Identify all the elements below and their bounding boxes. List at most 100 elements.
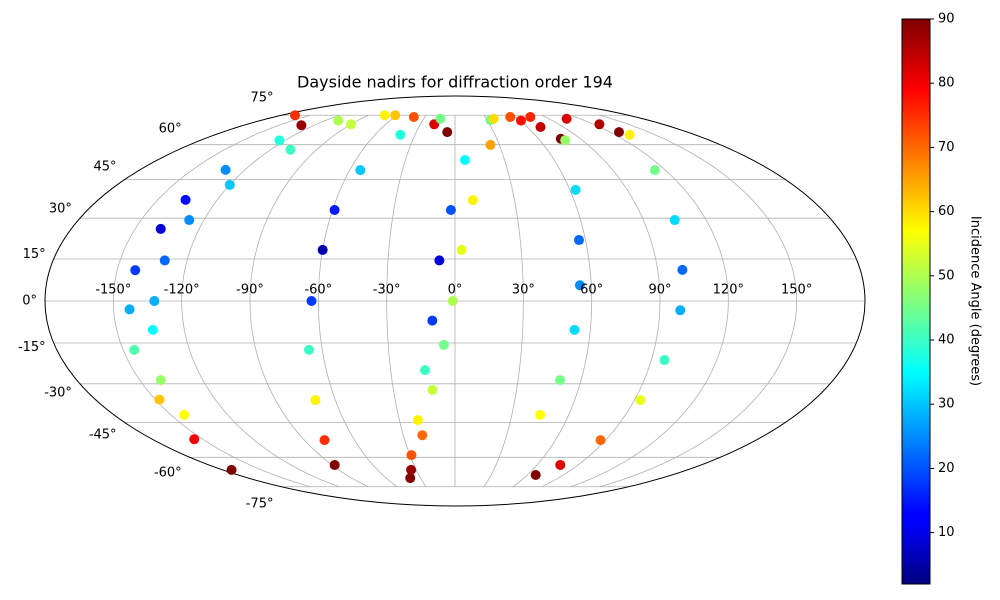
lon-tick-label: -60° — [304, 283, 332, 298]
point — [555, 375, 566, 386]
lat-tick-label: -15° — [18, 340, 46, 355]
point — [635, 395, 646, 406]
point — [346, 119, 357, 130]
point — [412, 415, 423, 426]
point — [129, 344, 140, 355]
point — [154, 394, 165, 405]
point — [417, 430, 428, 441]
point — [319, 435, 330, 446]
lon-tick-label: 30° — [512, 283, 535, 298]
point — [147, 324, 158, 335]
point — [434, 255, 445, 266]
colorbar-tick-label: 60 — [938, 204, 955, 219]
point — [390, 110, 401, 121]
colorbar-ticks: 10 20 30 40 50 60 70 80 90 — [930, 12, 955, 540]
colorbar — [901, 18, 931, 585]
point — [379, 110, 390, 121]
point — [355, 165, 366, 176]
point — [535, 121, 546, 132]
point — [561, 113, 572, 124]
point — [669, 215, 680, 226]
point — [677, 264, 688, 275]
point — [675, 305, 686, 316]
map-frame — [44, 95, 866, 507]
lon-tick-label: 150° — [781, 283, 812, 298]
point — [184, 215, 195, 226]
chart-title: Dayside nadirs for diffraction order 194 — [297, 73, 613, 92]
colorbar-tick-label: 10 — [938, 525, 955, 540]
point — [570, 184, 581, 195]
lon-tick-label: 60° — [580, 283, 603, 298]
point — [445, 204, 456, 215]
point — [405, 473, 416, 484]
point — [435, 113, 446, 124]
point — [574, 280, 585, 291]
point — [333, 115, 344, 126]
colorbar-tick-label: 70 — [938, 140, 955, 155]
point — [329, 459, 340, 470]
point — [226, 464, 237, 475]
point — [659, 355, 670, 366]
lon-tick-label: -150° — [95, 283, 131, 298]
point — [395, 129, 406, 140]
point — [419, 365, 430, 376]
colorbar-tick-label: 50 — [938, 268, 955, 283]
point — [285, 144, 296, 155]
tick-labels: -150° -120° -90° -60° -30° 0° 30° 60° 90° 120° 150… — [18, 90, 812, 511]
lon-tick-label: 90° — [648, 283, 671, 298]
lat-tick-label: 30° — [49, 202, 72, 217]
colorbar-tick-label: 30 — [938, 397, 955, 412]
lat-tick-label: 0° — [22, 294, 37, 309]
point — [535, 409, 546, 420]
lon-tick-label: -30° — [373, 283, 401, 298]
colorbar-tick-label: 20 — [938, 461, 955, 476]
point — [614, 127, 625, 138]
point — [408, 111, 419, 122]
lat-tick-label: -45° — [89, 428, 117, 443]
point — [467, 195, 478, 206]
colorbar-label: Incidence Angle (degrees) — [968, 216, 983, 386]
point — [317, 244, 328, 255]
point — [569, 324, 580, 335]
point — [594, 119, 605, 130]
point — [555, 459, 566, 470]
lon-tick-label: 0° — [448, 283, 463, 298]
point — [488, 113, 499, 124]
point — [274, 135, 285, 146]
point — [329, 204, 340, 215]
point — [459, 154, 470, 165]
point — [124, 304, 135, 315]
point — [224, 179, 235, 190]
point — [306, 296, 317, 306]
point — [406, 464, 417, 475]
lat-tick-label: 75° — [250, 90, 273, 105]
point — [189, 434, 200, 445]
lat-tick-label: 45° — [94, 159, 117, 174]
point — [595, 435, 606, 446]
colorbar-tick-label: 80 — [938, 76, 955, 91]
colorbar-tick-label: 90 — [938, 12, 955, 27]
point — [427, 315, 438, 326]
point — [406, 450, 417, 461]
point — [220, 164, 231, 175]
point — [149, 296, 160, 306]
lon-tick-label: -120° — [164, 283, 200, 298]
point — [456, 244, 467, 255]
point — [505, 111, 516, 122]
point — [159, 255, 170, 266]
point — [310, 395, 321, 406]
colorbar-tick-label: 40 — [938, 333, 955, 348]
point — [624, 129, 635, 140]
point — [515, 115, 526, 126]
point — [427, 384, 438, 395]
lon-tick-label: 120° — [713, 283, 744, 298]
point — [573, 235, 584, 246]
point — [485, 139, 496, 150]
point — [289, 110, 300, 121]
point — [155, 223, 166, 234]
lat-tick-label: -30° — [44, 385, 72, 400]
points — [124, 110, 688, 484]
point — [442, 127, 453, 138]
